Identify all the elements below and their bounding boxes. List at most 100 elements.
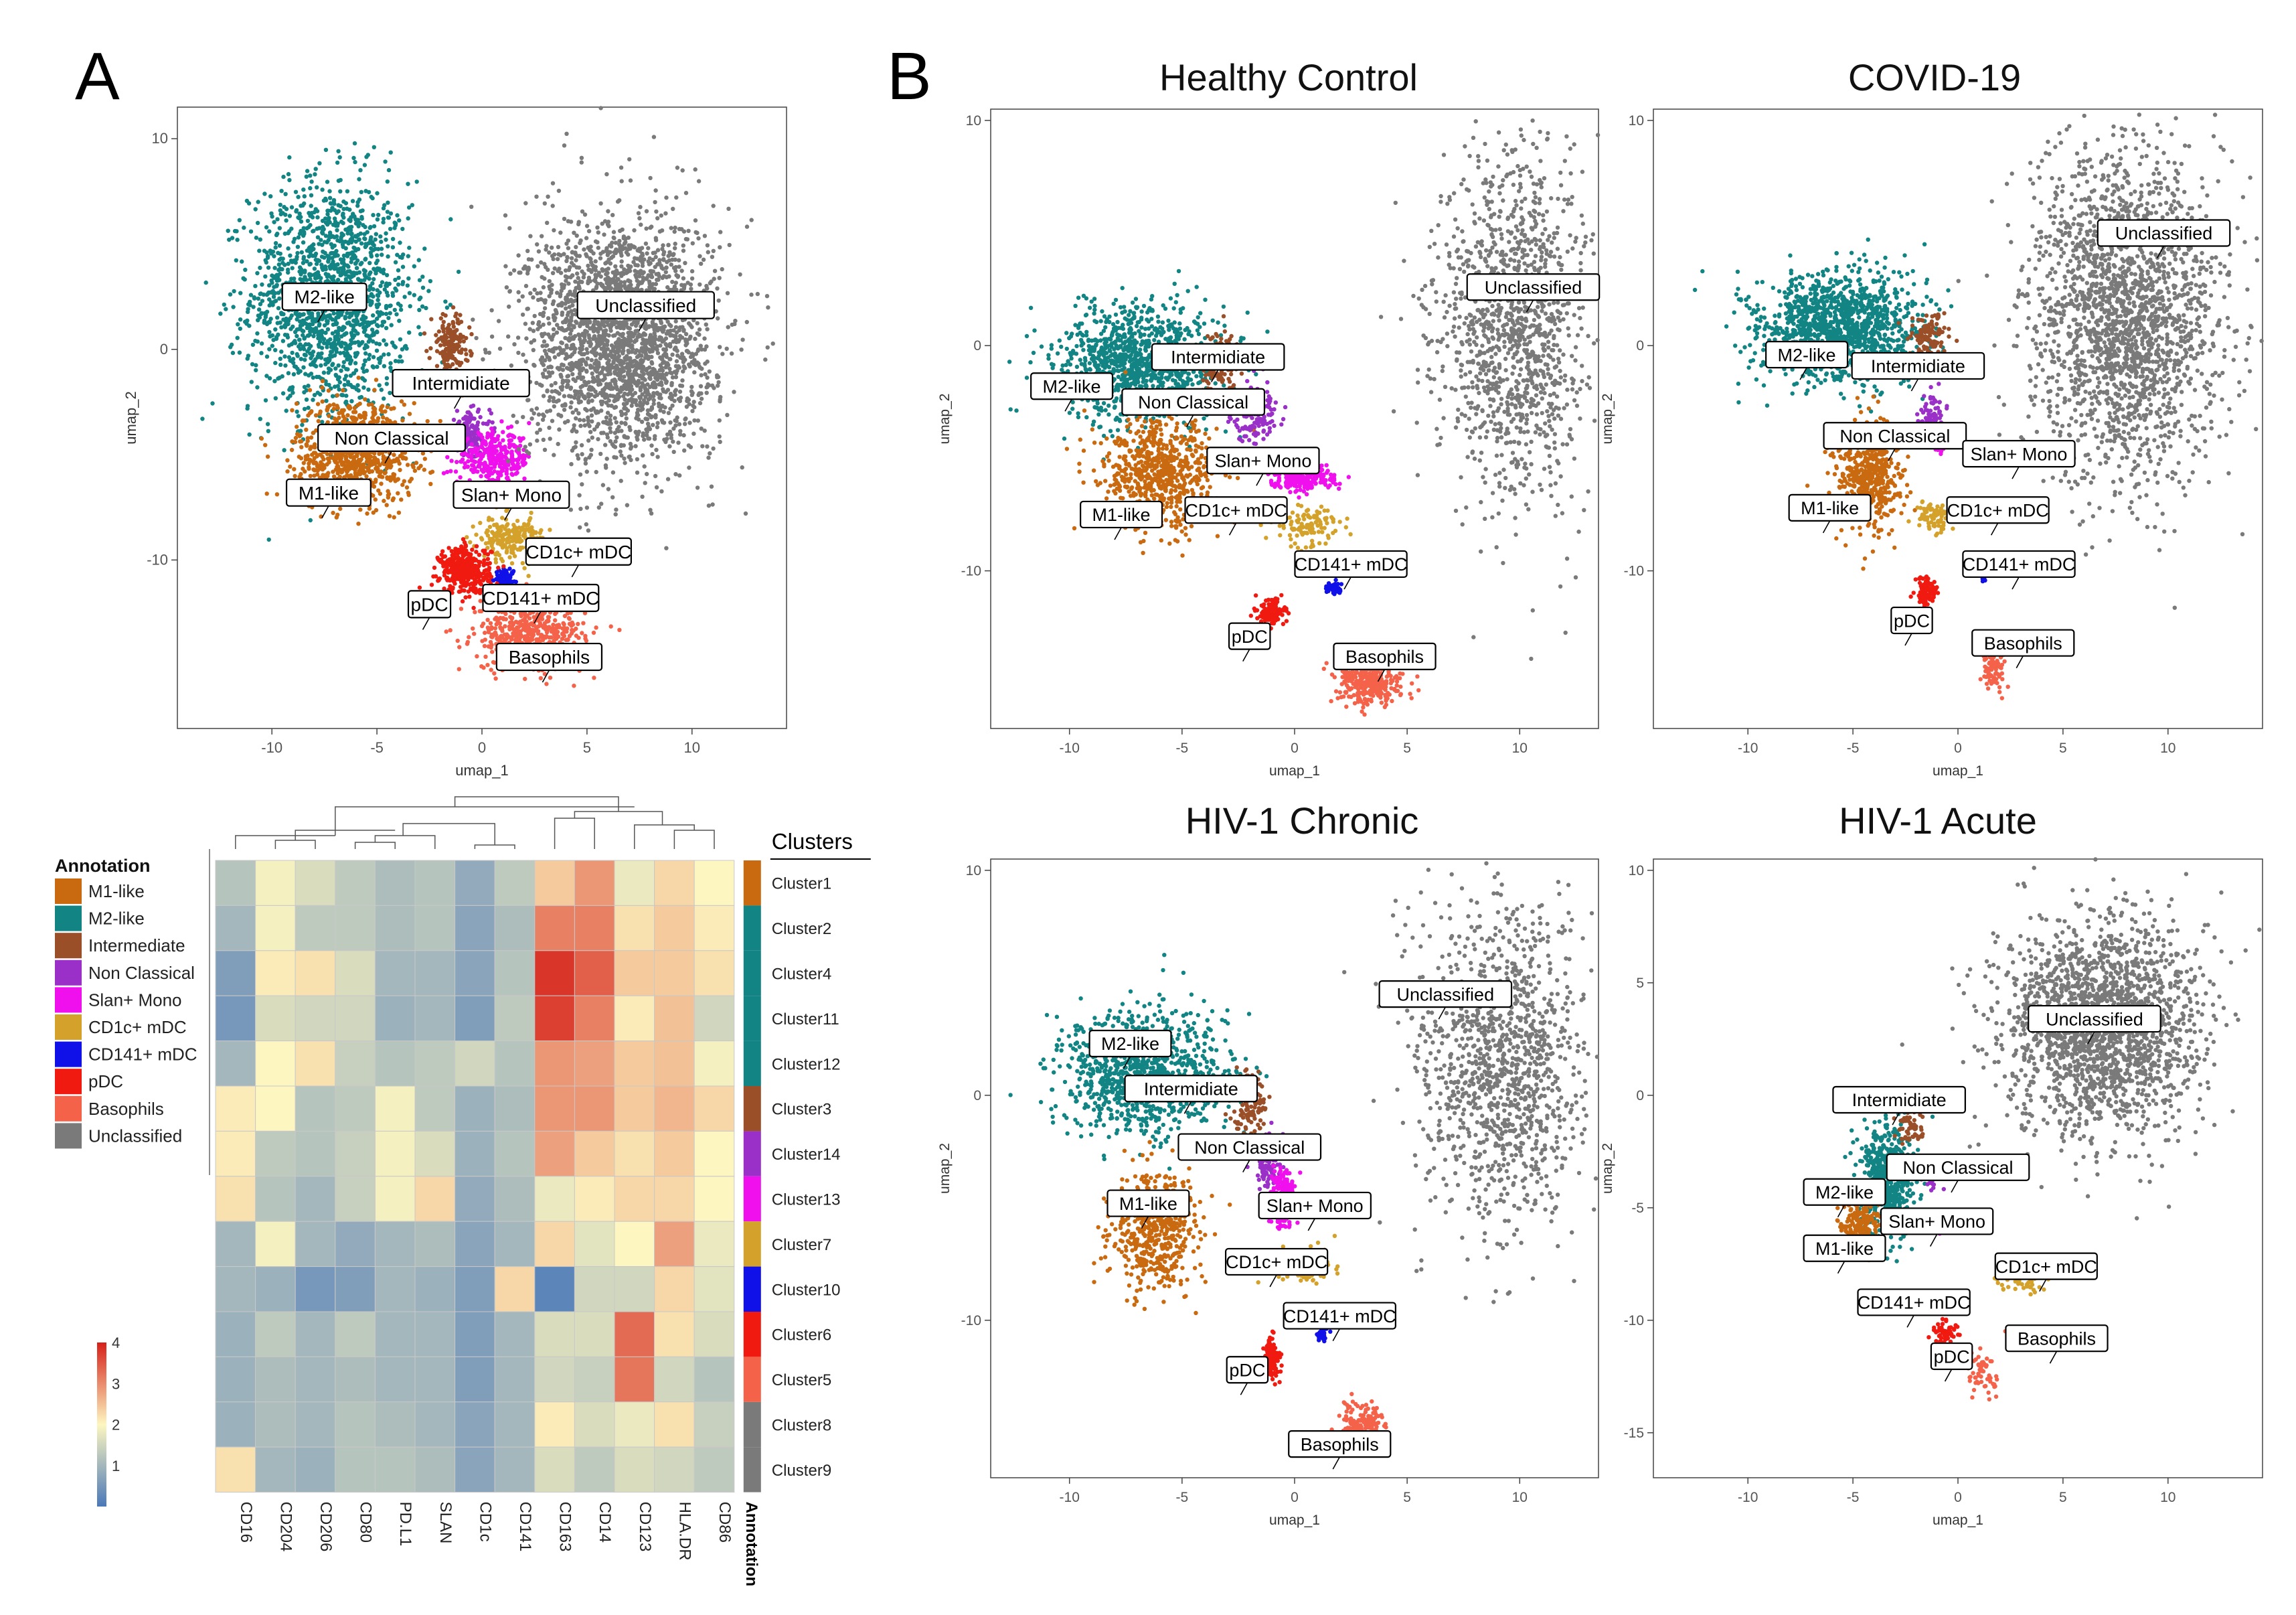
point (511, 530, 517, 535)
point (400, 418, 405, 422)
point (286, 270, 291, 275)
point (281, 174, 286, 179)
point (363, 358, 367, 363)
point (373, 246, 378, 251)
point (376, 488, 381, 493)
point (355, 222, 360, 226)
point (299, 219, 304, 224)
point (448, 350, 454, 356)
point (200, 416, 205, 421)
point (410, 203, 414, 208)
point (278, 256, 283, 261)
point (267, 376, 272, 381)
point (374, 232, 378, 236)
point (367, 284, 373, 289)
point (333, 366, 338, 371)
point (526, 522, 531, 526)
point (463, 358, 469, 362)
point (319, 460, 323, 465)
point (359, 189, 363, 194)
point (302, 406, 307, 411)
point (304, 427, 309, 432)
point (493, 676, 498, 681)
point (520, 525, 525, 530)
point (351, 155, 356, 161)
point (306, 225, 311, 230)
point (541, 285, 546, 290)
point (569, 256, 574, 260)
point (301, 240, 306, 245)
point (382, 319, 387, 324)
point (598, 201, 603, 206)
point (277, 296, 282, 301)
point (258, 291, 263, 296)
point (235, 238, 240, 242)
point (522, 566, 527, 570)
point (567, 633, 572, 638)
point (557, 625, 562, 629)
point (440, 351, 445, 356)
point (392, 459, 396, 464)
point (374, 260, 379, 266)
point (335, 384, 340, 388)
point (357, 459, 362, 463)
point (327, 403, 332, 408)
point (550, 626, 555, 631)
point (489, 411, 493, 416)
point (372, 406, 378, 412)
point (485, 434, 490, 439)
point (434, 339, 439, 344)
point (507, 620, 513, 625)
point (509, 561, 515, 566)
point (354, 266, 359, 271)
point (484, 473, 489, 479)
point (485, 533, 490, 538)
point (689, 268, 695, 274)
point (340, 419, 345, 425)
point (270, 281, 274, 285)
point (503, 445, 507, 449)
point (385, 210, 390, 214)
point (523, 445, 527, 449)
point (449, 570, 454, 574)
point (286, 246, 291, 251)
point (348, 453, 353, 457)
point (372, 243, 376, 248)
point (330, 245, 335, 250)
point (286, 171, 291, 177)
point (482, 447, 487, 452)
point (443, 299, 448, 304)
point (375, 268, 380, 273)
point (279, 350, 284, 354)
point (414, 461, 419, 465)
point (341, 253, 347, 258)
point (388, 390, 392, 395)
point (427, 356, 432, 360)
point (628, 441, 633, 447)
point (230, 350, 236, 356)
point (317, 339, 323, 344)
point (344, 331, 349, 335)
point (495, 538, 499, 542)
point (698, 254, 702, 258)
point (478, 453, 483, 458)
point (254, 235, 259, 240)
point (390, 236, 396, 242)
point (653, 188, 658, 193)
point (460, 457, 465, 462)
point (246, 201, 252, 206)
point (507, 627, 512, 631)
point (388, 303, 392, 309)
point (337, 155, 342, 160)
point (315, 215, 320, 220)
point (237, 218, 242, 222)
point (397, 461, 402, 466)
point (544, 682, 549, 686)
point (456, 563, 461, 568)
point (380, 280, 385, 285)
point (527, 625, 531, 631)
point (353, 217, 359, 222)
point (265, 454, 270, 459)
point (278, 320, 282, 325)
point (485, 552, 491, 557)
